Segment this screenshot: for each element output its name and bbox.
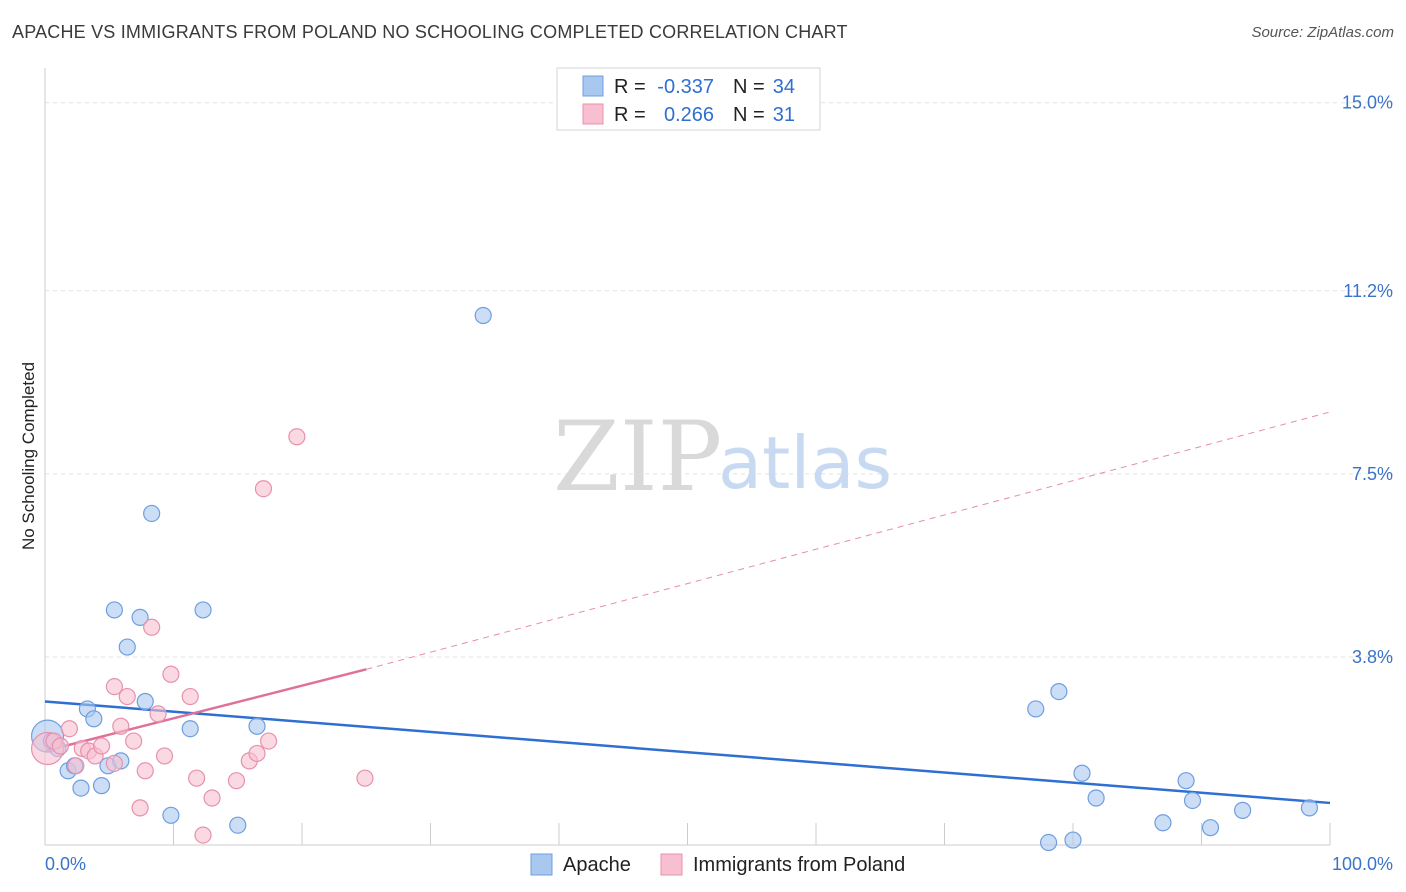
point-apache	[1300, 799, 1319, 817]
point-apache	[118, 638, 136, 656]
legend-n-value-poland: 31	[773, 104, 795, 126]
x-tick-label-max: 100.0%	[1332, 854, 1393, 874]
point-apache	[162, 806, 180, 824]
point-apache	[1154, 814, 1172, 832]
watermark-atlas: atlas	[718, 421, 892, 505]
data-points	[30, 306, 1319, 852]
point-apache	[1050, 682, 1068, 701]
chart-source: Source: ZipAtlas.com	[1251, 24, 1394, 41]
grid-lines	[45, 102, 1395, 658]
legend-r-value-apache: -0.337	[657, 76, 714, 98]
point-apache	[1087, 789, 1105, 807]
point-apache	[72, 779, 90, 797]
point-poland	[118, 687, 136, 706]
chart-title: APACHE VS IMMIGRANTS FROM POLAND NO SCHO…	[12, 22, 848, 42]
watermark: ZIP atlas	[553, 401, 892, 513]
point-apache	[1177, 772, 1195, 790]
legend-swatch-poland	[582, 103, 604, 125]
point-apache	[131, 608, 149, 626]
point-poland	[254, 480, 273, 498]
point-poland	[181, 687, 199, 706]
trend-line-poland	[44, 668, 367, 753]
point-apache	[136, 692, 154, 711]
point-apache	[248, 717, 266, 735]
point-apache	[92, 777, 111, 795]
point-apache	[1073, 764, 1091, 782]
point-poland	[227, 772, 246, 790]
point-poland	[356, 769, 374, 787]
y-axis-label: No Schooling Completed	[19, 362, 38, 550]
point-apache	[105, 601, 123, 619]
point-poland	[155, 747, 174, 765]
point-apache	[474, 306, 492, 325]
watermark-zip: ZIP	[553, 401, 722, 513]
correlation-legend: R = -0.337 N = 34 R = 0.266 N = 31	[556, 67, 821, 131]
point-poland	[67, 757, 85, 775]
point-poland	[188, 769, 206, 787]
point-poland	[203, 789, 221, 807]
y-tick-labels: 3.8% 7.5% 11.2% 15.0%	[1342, 93, 1393, 667]
point-apache	[1234, 801, 1252, 819]
point-poland	[60, 720, 79, 738]
point-apache	[229, 816, 247, 834]
legend-r-value-poland: 0.266	[664, 104, 714, 126]
y-tick-label: 3.8%	[1352, 647, 1393, 667]
point-poland	[162, 665, 180, 683]
x-tick-label-min: 0.0%	[45, 854, 86, 874]
legend-r-label-poland: R =	[614, 104, 646, 126]
legend-swatch-apache	[582, 75, 604, 97]
y-tick-label: 7.5%	[1352, 464, 1393, 484]
legend-n-label-poland: N =	[733, 104, 765, 126]
point-poland	[105, 754, 123, 772]
point-apache	[85, 710, 103, 728]
bottom-legend-swatch-apache	[530, 853, 553, 876]
point-poland	[136, 762, 154, 780]
point-poland	[288, 428, 306, 446]
legend-n-label-apache: N =	[733, 76, 765, 98]
bottom-legend-label-apache: Apache	[563, 854, 631, 876]
point-poland	[194, 826, 212, 844]
point-apache	[1064, 831, 1082, 849]
point-apache	[1183, 791, 1202, 810]
y-tick-label: 11.2%	[1343, 281, 1393, 301]
legend-n-value-apache: 34	[773, 76, 795, 98]
point-poland	[112, 717, 130, 735]
point-poland	[51, 737, 70, 755]
point-poland	[259, 732, 278, 750]
bottom-legend: Apache Immigrants from Poland	[530, 853, 905, 876]
point-poland	[248, 744, 266, 763]
point-poland	[105, 678, 123, 696]
legend-r-label-apache: R =	[614, 76, 646, 98]
point-poland	[131, 799, 149, 817]
y-tick-label: 15.0%	[1342, 93, 1393, 113]
point-apache	[1201, 819, 1220, 837]
point-apache	[194, 601, 212, 619]
point-apache	[1039, 833, 1058, 852]
point-poland	[125, 732, 143, 750]
bottom-legend-label-poland: Immigrants from Poland	[693, 854, 905, 876]
point-poland	[149, 705, 167, 723]
point-apache	[181, 720, 199, 738]
point-poland	[92, 737, 111, 755]
point-apache	[143, 504, 161, 523]
point-poland	[143, 618, 161, 636]
point-apache	[1027, 700, 1045, 718]
trend-line-extension-poland	[366, 411, 1331, 670]
bottom-legend-swatch-poland	[660, 853, 683, 876]
